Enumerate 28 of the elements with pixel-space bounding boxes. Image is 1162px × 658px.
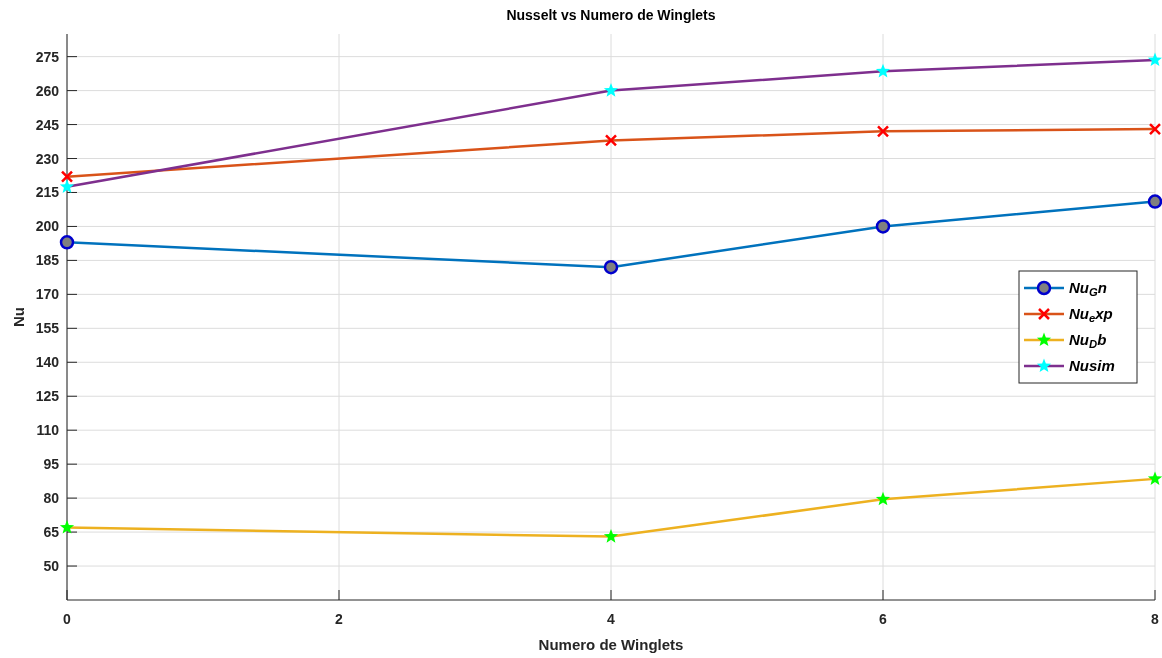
y-tick-label: 65: [43, 524, 60, 541]
y-tick-label: 155: [35, 320, 60, 337]
y-tick-label: 125: [35, 388, 60, 405]
chart-title: Nusselt vs Numero de Winglets: [506, 7, 716, 23]
y-tick-label: 245: [35, 116, 60, 133]
y-tick-label: 230: [35, 150, 60, 167]
y-tick-label: 95: [43, 456, 60, 473]
y-tick-label: 140: [35, 354, 60, 371]
y-tick-label: 260: [35, 82, 60, 99]
legend-label: Nusim: [1069, 357, 1115, 374]
x-tick-label: 0: [63, 611, 72, 627]
y-axis-title: Nu: [10, 307, 27, 327]
y-tick-label: 110: [36, 422, 60, 439]
legend-label: Nu$_{G}$n: [1069, 279, 1107, 299]
y-tick-label: 185: [35, 252, 60, 269]
y-tick-label: 215: [35, 184, 60, 201]
x-tick-label: 6: [879, 611, 888, 627]
y-tick-label: 80: [43, 490, 60, 507]
y-tick-label: 275: [35, 48, 60, 65]
legend-label: Nu$_{D}$b: [1069, 331, 1107, 351]
y-tick-label: 50: [43, 558, 60, 575]
y-tick-label: 200: [35, 218, 60, 235]
x-tick-label: 4: [607, 611, 616, 627]
y-tick-label: 170: [35, 286, 60, 303]
x-axis-title: Numero de Winglets: [538, 636, 684, 653]
legend-label: Nu$_{e}$xp: [1069, 305, 1113, 325]
x-tick-label: 2: [335, 611, 344, 627]
x-tick-label: 8: [1151, 611, 1160, 627]
